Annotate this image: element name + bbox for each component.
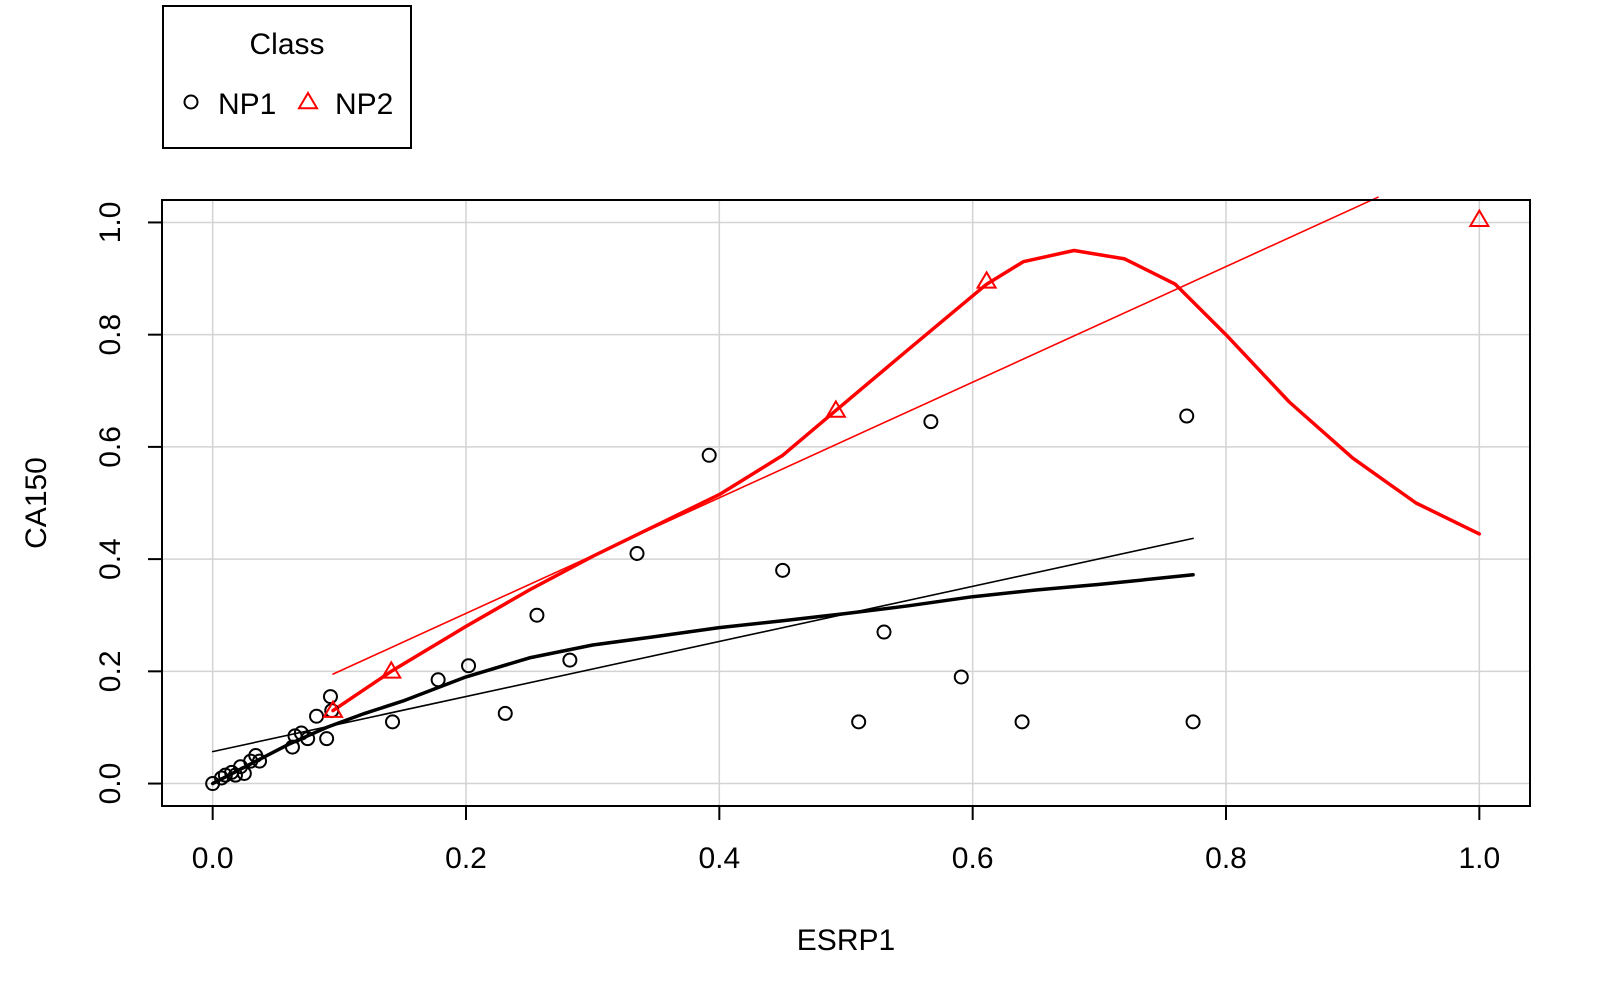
y-tick-label: 0.8 bbox=[94, 314, 127, 356]
data-point-np1 bbox=[953, 669, 969, 685]
data-point-np2 bbox=[380, 660, 403, 679]
x-tick-label: 0.6 bbox=[952, 842, 994, 875]
legend-marker-np1 bbox=[183, 94, 199, 110]
data-point-np1 bbox=[236, 765, 252, 781]
x-tick-label: 1.0 bbox=[1458, 842, 1500, 875]
x-tick-label: 0.2 bbox=[445, 842, 487, 875]
x-tick-label: 0.8 bbox=[1205, 842, 1247, 875]
data-point-np1 bbox=[461, 658, 477, 674]
legend-box bbox=[162, 5, 412, 149]
data-point-np1 bbox=[1185, 714, 1201, 730]
smooth-fit-line-np1 bbox=[210, 573, 1195, 786]
legend-label-np1: NP1 bbox=[218, 88, 276, 121]
data-point-np1 bbox=[701, 447, 717, 463]
linear-fit-line-np2 bbox=[332, 196, 1379, 675]
data-point-np1 bbox=[562, 652, 578, 668]
data-point-np1 bbox=[252, 753, 268, 769]
data-point-np1 bbox=[385, 714, 401, 730]
data-point-np1 bbox=[319, 731, 335, 747]
data-point-np1 bbox=[322, 689, 338, 705]
data-point-np1 bbox=[629, 546, 645, 561]
data-point-np1 bbox=[851, 714, 867, 730]
smooth-fit-line-np2 bbox=[331, 248, 1482, 713]
y-tick-label: 0.0 bbox=[94, 763, 127, 805]
data-point-np1 bbox=[430, 672, 446, 688]
data-point-np1 bbox=[529, 607, 545, 623]
data-point-np1 bbox=[227, 767, 243, 783]
plot-frame bbox=[161, 199, 1531, 807]
y-tick-label: 1.0 bbox=[94, 202, 127, 244]
data-point-np2 bbox=[975, 270, 998, 289]
data-point-np2 bbox=[825, 399, 847, 418]
linear-fit-line-np1 bbox=[211, 537, 1194, 753]
grid-lines bbox=[162, 200, 1530, 806]
data-point-np1 bbox=[1179, 408, 1195, 424]
x-tick-label: 0.4 bbox=[698, 842, 740, 875]
data-point-np1 bbox=[876, 624, 892, 640]
legend-label-np2: NP2 bbox=[335, 88, 393, 121]
data-point-np1 bbox=[775, 562, 791, 578]
y-tick-label: 0.4 bbox=[94, 538, 127, 580]
fit-lines bbox=[210, 196, 1482, 786]
data-point-np1 bbox=[1014, 714, 1030, 730]
legend: Class NP1 NP2 bbox=[162, 5, 412, 149]
y-tick-label: 0.2 bbox=[94, 650, 127, 692]
data-point-np1 bbox=[309, 708, 325, 724]
y-axis-title: CA150 bbox=[20, 457, 53, 549]
y-tick-label: 0.6 bbox=[94, 426, 127, 468]
data-point-np2 bbox=[322, 699, 344, 718]
data-point-np1 bbox=[923, 414, 939, 430]
legend-entries: NP1 NP2 bbox=[183, 88, 393, 121]
legend-title: Class bbox=[249, 28, 324, 61]
x-tick-label: 0.0 bbox=[192, 842, 234, 875]
x-axis-title: ESRP1 bbox=[797, 924, 895, 957]
data-point-np2 bbox=[1468, 208, 1491, 227]
data-point-np1 bbox=[284, 739, 300, 755]
legend-marker-np2 bbox=[297, 91, 319, 110]
axes: 0.0 0.2 0.4 0.6 0.8 1.0 0.0 0.2 0.4 0.6 0.8 1.0 bbox=[94, 202, 1500, 875]
data-point-np1 bbox=[300, 731, 316, 747]
data-point-np1 bbox=[497, 705, 513, 721]
data-points bbox=[205, 208, 1491, 792]
